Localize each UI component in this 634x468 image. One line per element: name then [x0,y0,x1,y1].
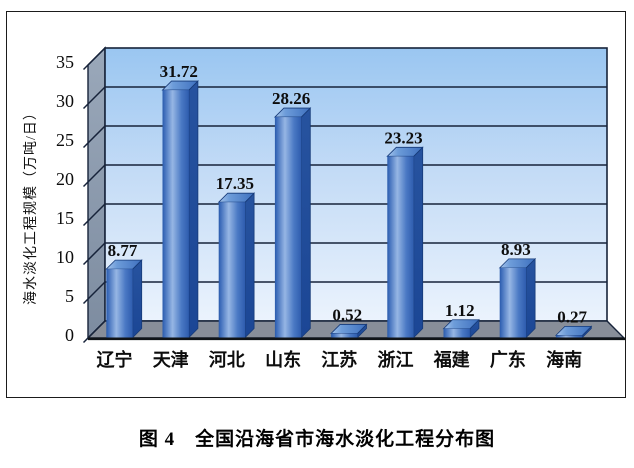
axis-tick [82,203,106,227]
figure-caption: 图 4 全国沿海省市海水淡化工程分布图 [138,429,496,450]
x-category-label: 海南 [546,349,582,370]
y-tick-label: 0 [65,325,74,345]
bar [554,325,593,339]
y-tick-label: 35 [56,52,74,72]
axis-tick [82,125,106,149]
bar-value-label: 17.35 [216,174,254,193]
bar-value-label: 0.52 [332,305,362,324]
bar-side-face [244,192,255,339]
bar-side-face [300,107,311,339]
bar [442,318,480,339]
axis-tick [82,164,106,188]
y-tick-label: 10 [56,247,74,267]
bar-side-face [413,146,424,339]
y-tick-label: 15 [56,208,74,228]
bar-value-label: 1.12 [445,301,475,320]
x-category-label: 河北 [209,350,245,370]
bar-value-label: 8.77 [108,241,138,260]
bar-front-face [387,156,414,338]
bar-side-face [132,259,143,339]
x-category-label: 浙江 [378,349,414,370]
y-tick-label: 20 [56,169,74,189]
x-category-label: 广东 [490,349,526,370]
chart-side-wall [87,46,106,340]
bar-front-face [443,328,470,338]
bar-front-face [218,202,246,338]
bar [330,323,368,339]
bar-front-face [555,335,583,338]
bar [217,192,256,339]
y-tick-label: 5 [65,286,74,306]
axis-tick [82,47,106,71]
bar [105,259,143,339]
x-category-label: 天津 [153,349,189,370]
bar-value-label: 23.23 [384,128,422,147]
bar-front-face [162,90,189,338]
x-category-label: 福建 [433,349,470,370]
x-category-label: 辽宁 [97,349,133,370]
bar-front-face [274,117,302,338]
axis-tick [82,242,106,266]
bar-front-face [499,267,527,338]
bar [386,146,424,339]
bar-front-face [331,333,358,338]
x-category-label: 江苏 [321,349,357,370]
bar [161,80,199,339]
bar-side-face [525,257,536,339]
bar [498,257,537,339]
axis-tick [82,320,106,344]
x-category-label: 山东 [265,349,301,370]
bar-side-face [188,80,199,339]
y-tick-label: 25 [56,130,74,150]
bar [273,107,312,339]
axis-tick [82,86,106,110]
axis-tick [82,281,106,305]
bar-value-label: 8.93 [501,240,531,259]
bar-value-label: 31.72 [160,62,198,81]
bar-front-face [106,269,133,338]
y-axis-title: 海水淡化工程规模（万吨/日） [24,105,39,305]
bar-value-label: 0.27 [557,307,587,326]
y-tick-label: 30 [56,91,74,111]
bar-value-label: 28.26 [272,89,310,108]
